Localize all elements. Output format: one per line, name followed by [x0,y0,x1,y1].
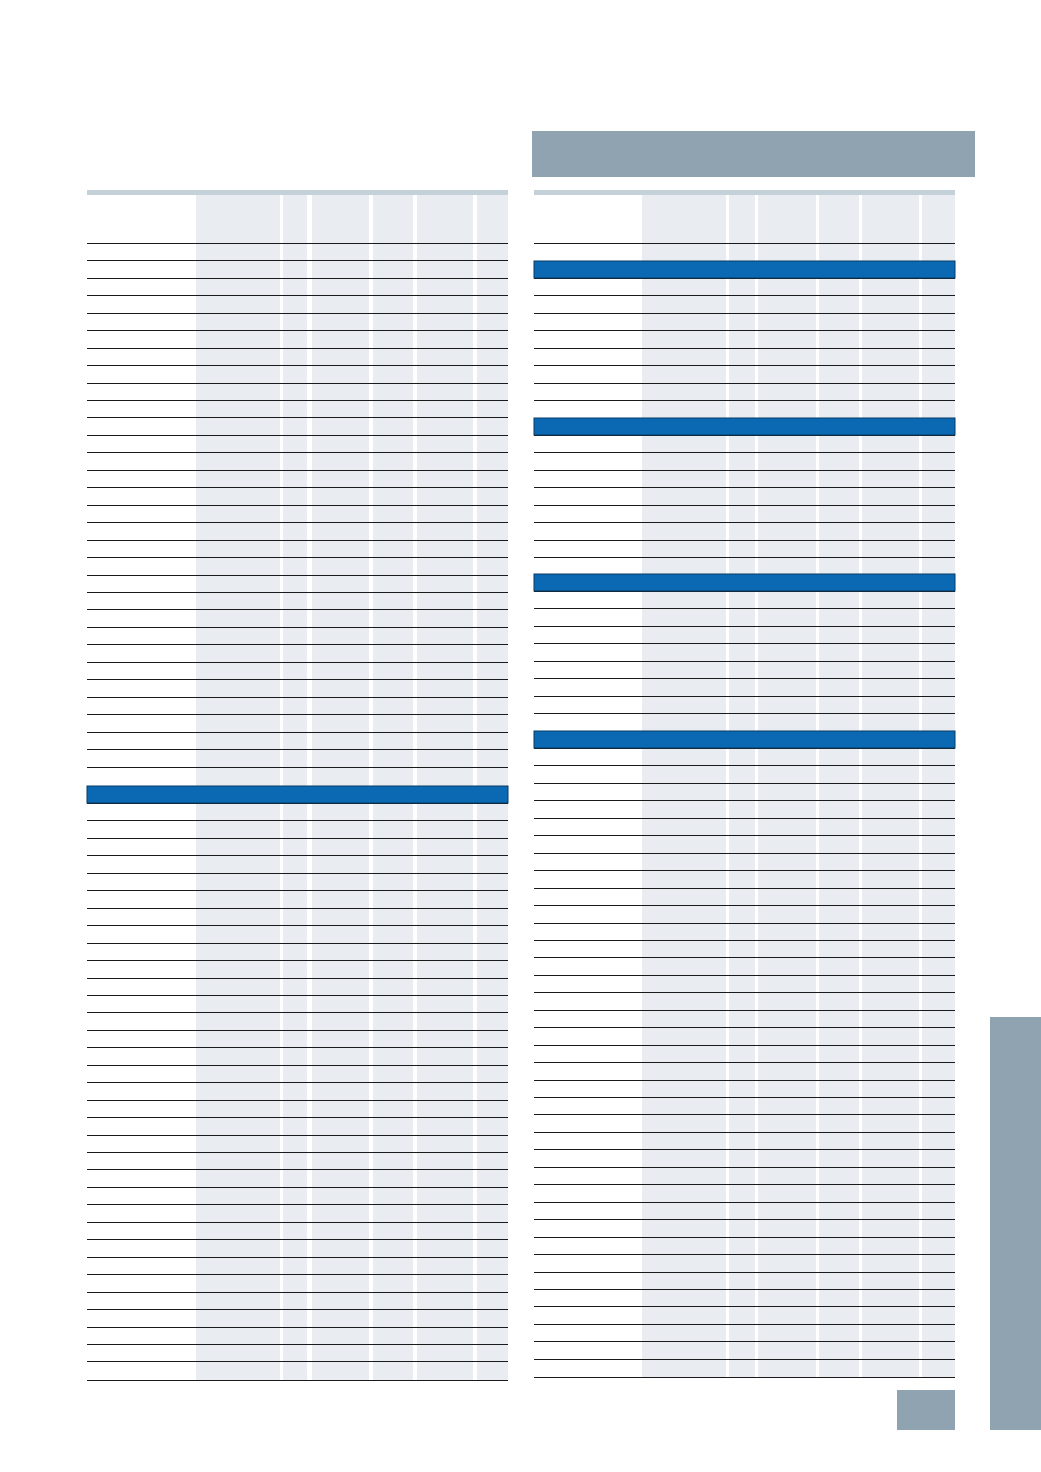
shaded-column [922,195,955,1377]
group-header-bar [533,573,956,592]
group-header-bar [533,417,956,436]
shaded-column [758,195,816,1377]
table-top-rule [87,190,508,195]
group-header-bar [533,730,956,749]
page-number-box [897,1390,955,1430]
side-tab [990,1017,1041,1430]
shaded-column [862,195,919,1377]
shaded-column [729,195,755,1377]
group-header-bar [533,260,956,279]
section-header-box [532,131,975,177]
shaded-column [819,195,859,1377]
shaded-column [642,195,726,1377]
table-top-rule [534,190,955,195]
group-header-bar [86,785,509,804]
